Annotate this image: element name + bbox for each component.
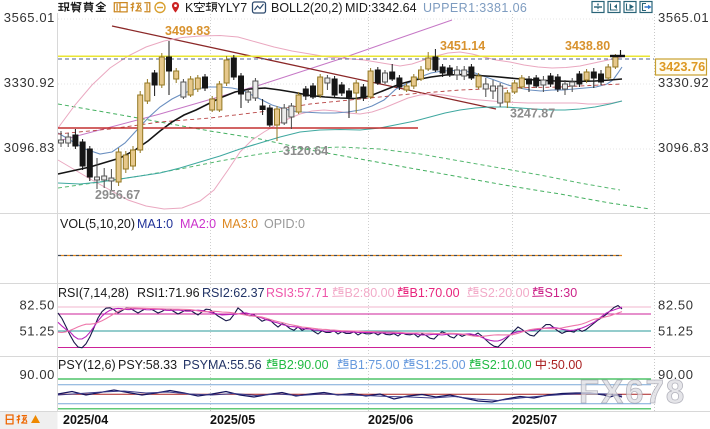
svg-text:2956.67: 2956.67 <box>95 188 140 202</box>
svg-text:PSY(12,6): PSY(12,6) <box>58 358 116 372</box>
svg-text:K: K <box>185 1 194 15</box>
svg-text:3565.01: 3565.01 <box>658 10 709 25</box>
svg-text:2025/05: 2025/05 <box>210 413 255 427</box>
svg-text:B2:90.00: B2:90.00 <box>279 358 329 372</box>
svg-text:2025/04: 2025/04 <box>63 413 108 427</box>
svg-text:B1:70.00: B1:70.00 <box>410 286 460 300</box>
svg-text:3499.83: 3499.83 <box>165 24 210 38</box>
svg-text:90.00: 90.00 <box>19 367 55 382</box>
svg-text:3247.87: 3247.87 <box>510 107 555 121</box>
svg-text:3565.01: 3565.01 <box>4 10 55 25</box>
svg-text:3096.83: 3096.83 <box>658 140 709 155</box>
svg-text:2025/07: 2025/07 <box>512 413 557 427</box>
svg-text:S1:25.00: S1:25.00 <box>416 358 466 372</box>
svg-text:S2:20.00: S2:20.00 <box>480 286 530 300</box>
svg-text::50.00: :50.00 <box>548 358 583 372</box>
svg-text:YLY7: YLY7 <box>218 1 248 15</box>
svg-text:MA2:0: MA2:0 <box>180 217 216 231</box>
svg-text:3423.76: 3423.76 <box>659 59 705 74</box>
svg-text:RSI3:57.71: RSI3:57.71 <box>266 286 329 300</box>
svg-text:RSI(7,14,28): RSI(7,14,28) <box>58 286 129 300</box>
svg-text:BOLL2(20,2): BOLL2(20,2) <box>271 1 343 15</box>
svg-text:UPPER1:3381.06: UPPER1:3381.06 <box>423 1 527 15</box>
svg-text:51.25: 51.25 <box>19 324 55 339</box>
svg-text:FX678: FX678 <box>579 373 686 410</box>
svg-text:MA1:0: MA1:0 <box>137 217 173 231</box>
svg-text:RSI2:62.37: RSI2:62.37 <box>202 286 265 300</box>
svg-text:PSYMA:55.56: PSYMA:55.56 <box>183 358 262 372</box>
svg-text:3330.92: 3330.92 <box>658 75 709 90</box>
svg-text:B1:75.00: B1:75.00 <box>350 358 400 372</box>
svg-text:2025/06: 2025/06 <box>368 413 413 427</box>
svg-text:B2:80.00: B2:80.00 <box>345 286 395 300</box>
svg-text:VOL(5,10,20): VOL(5,10,20) <box>60 217 135 231</box>
svg-text:90.00: 90.00 <box>658 367 694 382</box>
svg-text:3330.92: 3330.92 <box>4 75 55 90</box>
svg-text:PSY:58.33: PSY:58.33 <box>118 358 177 372</box>
svg-text:82.50: 82.50 <box>19 298 55 313</box>
svg-text:3120.64: 3120.64 <box>283 144 328 158</box>
svg-text:S1:30: S1:30 <box>545 286 578 300</box>
svg-text:S2:10.00: S2:10.00 <box>482 358 532 372</box>
svg-text:OPID:0: OPID:0 <box>264 217 305 231</box>
svg-text:MA3:0: MA3:0 <box>222 217 258 231</box>
svg-text:3438.80: 3438.80 <box>565 39 610 53</box>
svg-text:82.50: 82.50 <box>658 298 694 313</box>
svg-text:MID:3342.64: MID:3342.64 <box>345 1 417 15</box>
svg-text:3096.83: 3096.83 <box>4 140 55 155</box>
svg-text:51.25: 51.25 <box>658 324 694 339</box>
svg-text:3451.14: 3451.14 <box>440 39 485 53</box>
svg-text:RSI1:71.96: RSI1:71.96 <box>137 286 200 300</box>
